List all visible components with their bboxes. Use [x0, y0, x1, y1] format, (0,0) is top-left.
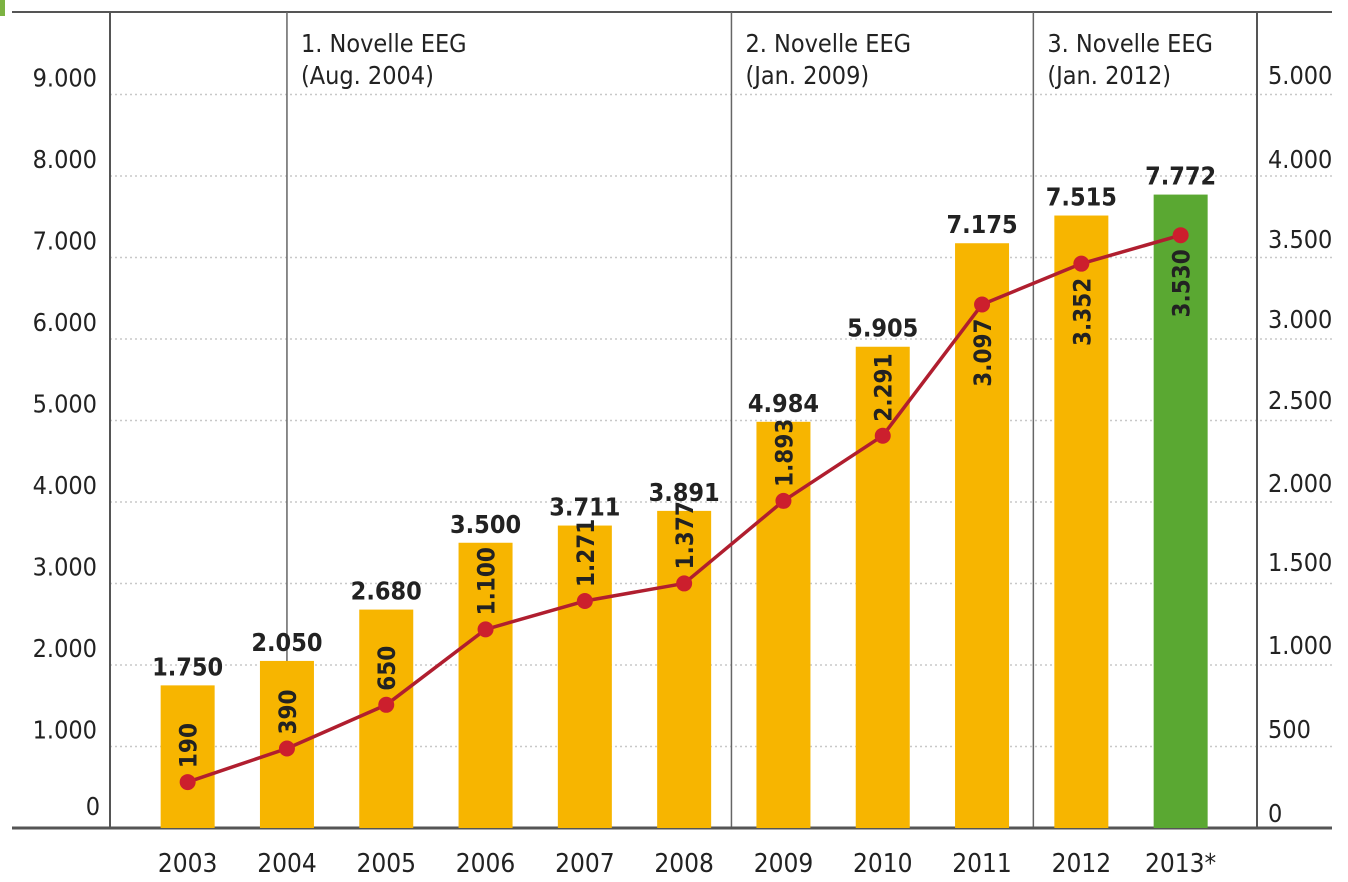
line-value-label: 190 [175, 723, 203, 768]
corner-accent [0, 0, 5, 16]
right-axis-tick-label: 4.000 [1268, 145, 1332, 174]
bar-value-label: 3.500 [450, 510, 521, 539]
right-axis-tick-label: 2.000 [1268, 469, 1332, 498]
x-axis-tick-label: 2003 [158, 849, 218, 879]
x-axis-tick-label: 2005 [356, 849, 416, 879]
bar-value-label: 7.515 [1046, 183, 1117, 212]
left-axis-tick-label: 8.000 [33, 145, 97, 174]
bar [458, 542, 513, 828]
bar-value-label: 1.750 [152, 652, 223, 681]
novelle-annotation-date: (Jan. 2012) [1047, 61, 1171, 90]
x-axis-tick-label: 2004 [257, 849, 317, 879]
line-value-label: 3.352 [1068, 278, 1096, 346]
line-point [874, 427, 891, 444]
line-point [1172, 227, 1189, 244]
line-point [278, 740, 295, 757]
left-axis-tick-label: 6.000 [33, 308, 97, 337]
line-value-label: 1.377 [671, 501, 699, 569]
left-axis-tick-label: 9.000 [33, 64, 97, 93]
left-axis-tick-label: 0 [86, 792, 100, 821]
bar-value-label: 3.711 [549, 493, 620, 522]
right-axis-tick-label: 0 [1268, 799, 1282, 828]
line-point [179, 774, 196, 791]
novelle-annotation-title: 3. Novelle EEG [1047, 29, 1213, 58]
line-value-label: 3.097 [969, 318, 997, 386]
bar [557, 525, 612, 828]
line-value-label: 1.893 [770, 419, 798, 487]
x-axis-tick-label: 2011 [952, 849, 1012, 879]
line-value-label: 2.291 [870, 353, 898, 421]
line-value-label: 1.100 [473, 547, 501, 615]
bar [657, 510, 712, 828]
left-axis-tick-label: 2.000 [33, 634, 97, 663]
bar [855, 346, 910, 828]
bar-value-label: 5.905 [847, 314, 918, 343]
right-axis-tick-label: 500 [1268, 715, 1311, 744]
x-axis-tick-label: 2013* [1145, 849, 1216, 879]
right-axis-tick-label: 1.500 [1268, 548, 1332, 577]
right-axis-tick-label: 3.500 [1268, 225, 1332, 254]
left-axis-tick-label: 3.000 [33, 553, 97, 582]
x-axis-tick-label: 2007 [555, 849, 615, 879]
gridlines [110, 93, 1332, 748]
novelle-annotation-title: 1. Novelle EEG [301, 29, 467, 58]
novelle-annotation-title: 2. Novelle EEG [745, 29, 911, 58]
line-point [477, 621, 494, 638]
x-axis-tick-label: 2010 [853, 849, 913, 879]
line-value-label: 3.530 [1168, 249, 1196, 317]
bar [1153, 194, 1208, 828]
right-axis-tick-label: 1.000 [1268, 631, 1332, 660]
left-axis-tick-label: 5.000 [33, 390, 97, 419]
left-axis-tick-label: 7.000 [33, 227, 97, 256]
bar [955, 243, 1010, 829]
x-axis-tick-label: 2006 [456, 849, 516, 879]
labels: 1. Novelle EEG (Aug. 2004) 2. Novelle EEG (… [33, 29, 1333, 879]
bar-value-label: 3.891 [649, 478, 720, 507]
bar-value-label: 7.175 [946, 210, 1017, 239]
x-axis-tick-label: 2012 [1052, 849, 1112, 879]
bar-value-label: 4.984 [748, 389, 819, 418]
line-point [676, 575, 693, 592]
bar-value-label: 7.772 [1145, 162, 1216, 191]
right-axis-tick-label: 5.000 [1268, 61, 1332, 90]
novelle-annotation-date: (Jan. 2009) [745, 61, 869, 90]
bar [1054, 215, 1109, 829]
line-series [179, 227, 1189, 791]
right-axis-tick-label: 2.500 [1268, 386, 1332, 415]
line-point [378, 696, 395, 713]
bar-value-label: 2.680 [351, 577, 422, 606]
bar-value-label: 2.050 [251, 628, 322, 657]
line-point [974, 296, 991, 313]
left-axis-tick-label: 1.000 [33, 716, 97, 745]
line-point [576, 593, 593, 610]
right-axis-tick-label: 3.000 [1268, 305, 1332, 334]
line-value-label: 1.271 [572, 519, 600, 587]
line-point [775, 492, 792, 509]
line-value-label: 650 [373, 646, 401, 691]
line-value-label: 390 [274, 689, 302, 734]
x-axis-tick-label: 2008 [654, 849, 714, 879]
line-point [1073, 255, 1090, 272]
bar [359, 609, 414, 828]
x-axis-tick-label: 2009 [754, 849, 814, 879]
left-axis-tick-label: 4.000 [33, 471, 97, 500]
bar [160, 685, 215, 828]
novelle-annotation-date: (Aug. 2004) [301, 61, 434, 90]
